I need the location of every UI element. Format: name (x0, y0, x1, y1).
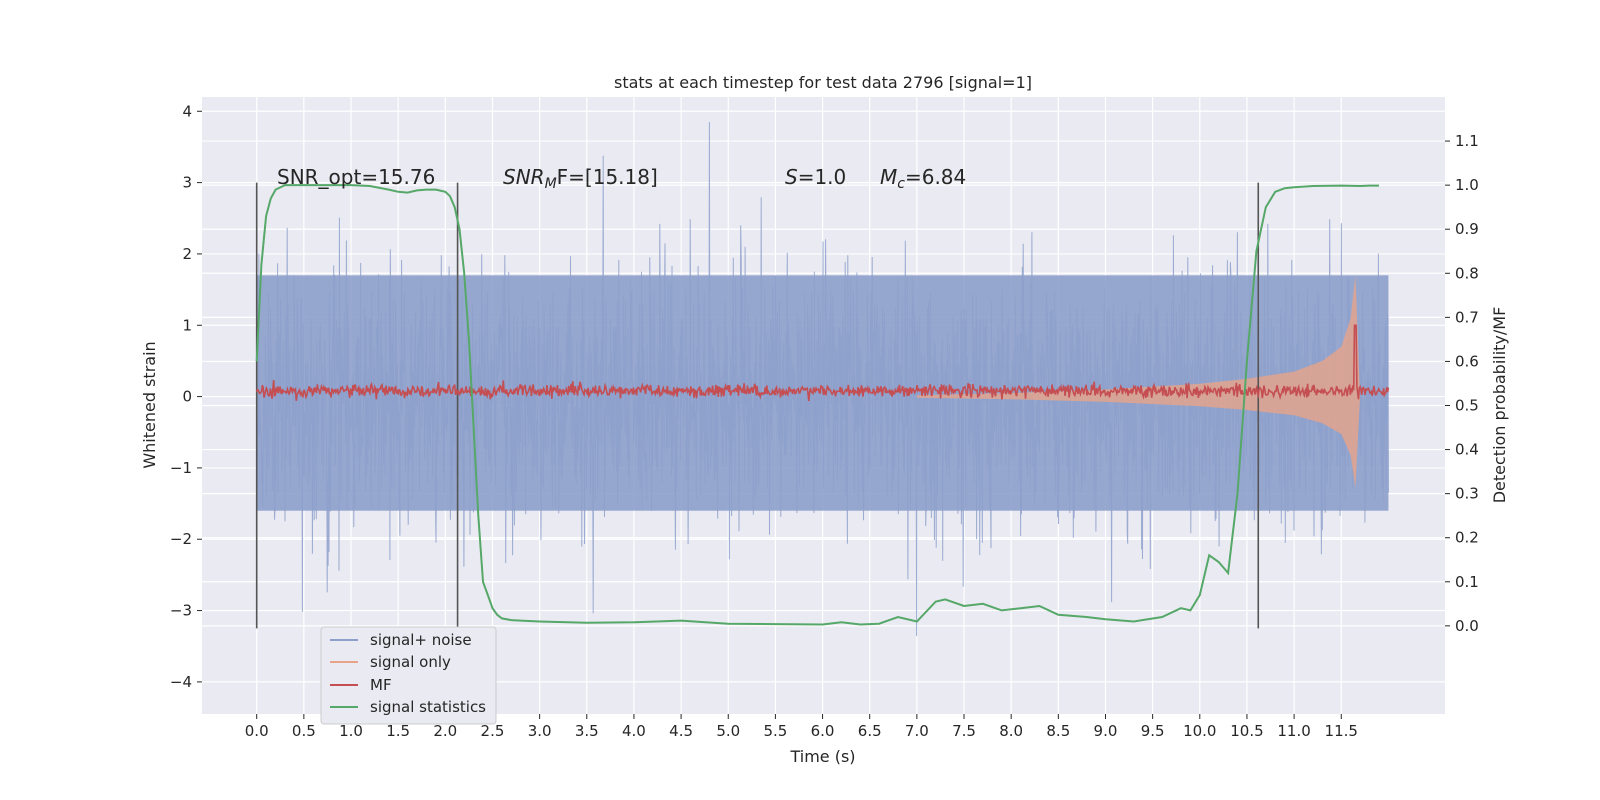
series-signal-statistics (255, 184, 1379, 626)
annotation-snr-mf: SNRMF=[15.18] (503, 165, 658, 192)
y-right-tick-label: 1.1 (1455, 132, 1479, 150)
x-tick-label: 2.5 (481, 722, 505, 740)
legend-box (320, 626, 497, 725)
y-right-tick-label: 0.3 (1455, 485, 1479, 503)
x-axis-label: Time (s) (789, 747, 855, 766)
y-right-tick-label: 0.8 (1455, 264, 1479, 282)
x-tick-label: 11.0 (1277, 722, 1310, 740)
x-tick-label: 10.5 (1230, 722, 1263, 740)
y-left-tick-label: −4 (170, 673, 192, 691)
x-tick-label: 1.5 (386, 722, 410, 740)
x-tick-labels: 0.0 0.5 1.0 1.5 2.0 2.5 3.0 3.5 4.0 4.5 5.0 5.5 6.0 6… (245, 714, 1358, 740)
y-left-tick-label: −2 (170, 530, 192, 548)
y-right-tick-label: 0.4 (1455, 441, 1479, 459)
x-tick-label: 6.5 (858, 722, 882, 740)
y-left-axis-label: Whitened strain (140, 341, 159, 468)
series-signal-only (916, 275, 1361, 488)
y-left-tick-label: 2 (182, 245, 192, 263)
x-tick-label: 5.0 (716, 722, 740, 740)
annotation-s: S=1.0 (785, 165, 846, 189)
y-right-tick-labels: 0.0 0.1 0.2 0.3 0.4 0.5 0.6 0.7 0.8 0.9 1.0 1.1 (1445, 132, 1479, 635)
x-tick-label: 3.5 (575, 722, 599, 740)
x-tick-label: 2.0 (433, 722, 457, 740)
y-left-tick-label: 3 (182, 174, 192, 192)
x-tick-label: 0.5 (292, 722, 316, 740)
annotation-mc: Mc=6.84 (880, 165, 966, 192)
x-tick-label: 9.5 (1141, 722, 1165, 740)
y-left-tick-label: 1 (182, 316, 192, 334)
y-right-tick-label: 0.5 (1455, 397, 1479, 415)
annotation-snr-opt: SNR_opt=15.76 (277, 165, 435, 189)
vertical-markers (255, 182, 1260, 629)
x-tick-label: 8.0 (999, 722, 1023, 740)
signal-statistics-line (255, 184, 1379, 626)
y-left-tick-label: −1 (170, 459, 192, 477)
x-tick-label: 11.5 (1325, 722, 1358, 740)
legend-label-signal-noise: signal+ noise (370, 631, 472, 649)
series-mf (255, 324, 1390, 402)
legend: signal+ noise signal only MF signal stat… (320, 626, 497, 725)
x-tick-label: 7.0 (905, 722, 929, 740)
chart-title: stats at each timestep for test data 279… (614, 73, 1032, 92)
y-right-tick-label: 0.1 (1455, 573, 1479, 591)
x-tick-label: 10.0 (1183, 722, 1216, 740)
mf-line (255, 324, 1390, 402)
legend-label-mf: MF (370, 676, 392, 694)
y-right-axis-label: Detection probability/MF (1490, 307, 1509, 504)
y-right-tick-label: 0.6 (1455, 352, 1479, 370)
x-tick-label: 4.5 (669, 722, 693, 740)
y-left-tick-label: 4 (182, 102, 192, 120)
legend-label-signal-statistics: signal statistics (370, 698, 486, 716)
x-tick-label: 5.5 (763, 722, 787, 740)
y-right-tick-label: 0.0 (1455, 617, 1479, 635)
legend-label-signal-only: signal only (370, 653, 451, 671)
y-left-tick-label: −3 (170, 602, 192, 620)
x-tick-label: 6.0 (811, 722, 835, 740)
y-right-tick-label: 1.0 (1455, 176, 1479, 194)
y-right-tick-label: 0.9 (1455, 220, 1479, 238)
x-tick-label: 1.0 (339, 722, 363, 740)
y-right-tick-label: 0.2 (1455, 529, 1479, 547)
y-right-tick-label: 0.7 (1455, 308, 1479, 326)
x-tick-label: 9.0 (1094, 722, 1118, 740)
x-tick-label: 8.5 (1046, 722, 1070, 740)
x-tick-label: 7.5 (952, 722, 976, 740)
y-left-tick-labels: 4 3 2 1 0 −1 −2 −3 −4 (170, 102, 202, 691)
x-tick-label: 4.0 (622, 722, 646, 740)
x-tick-label: 0.0 (245, 722, 269, 740)
x-tick-label: 3.0 (528, 722, 552, 740)
y-left-tick-label: 0 (182, 388, 192, 406)
signal-only-envelope (916, 275, 1361, 488)
